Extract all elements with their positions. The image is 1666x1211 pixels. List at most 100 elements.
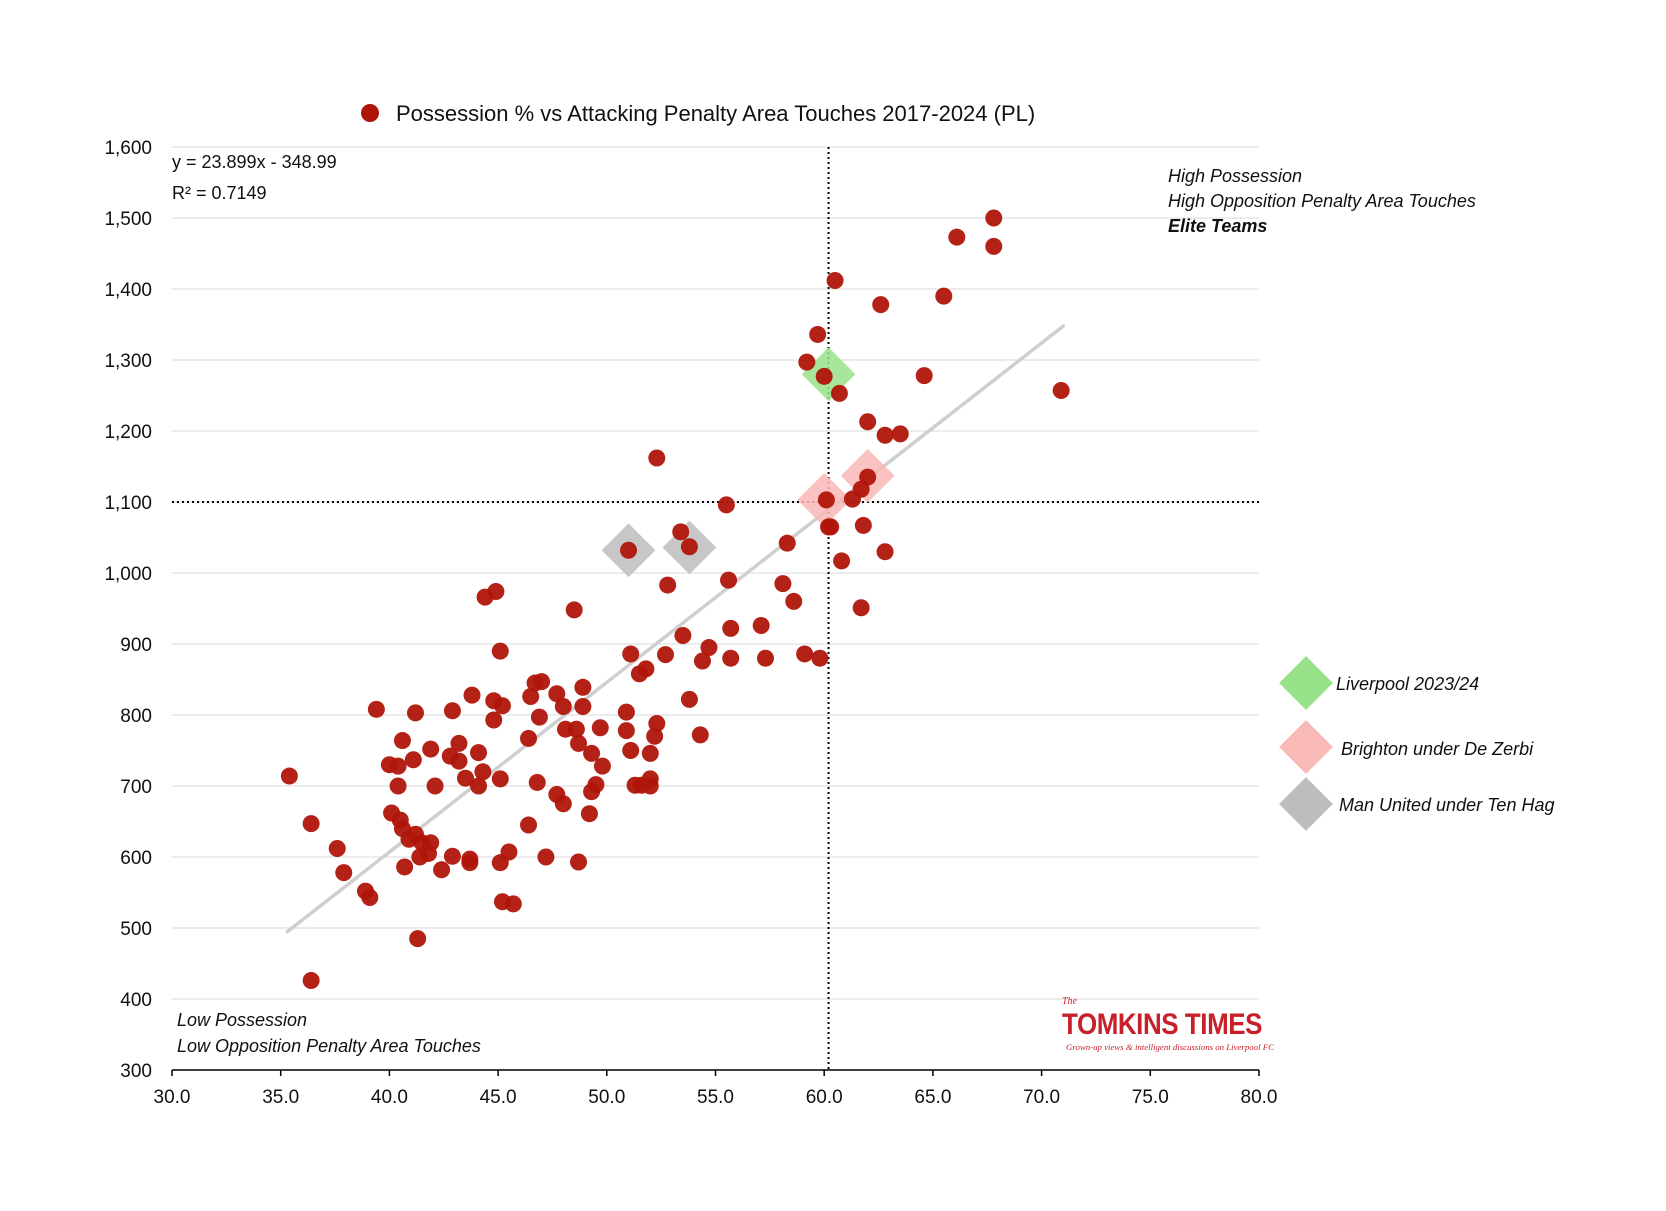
data-point bbox=[570, 734, 588, 752]
data-point bbox=[646, 727, 664, 745]
data-point bbox=[591, 719, 609, 737]
data-point bbox=[426, 777, 444, 795]
gridlines bbox=[172, 146, 1259, 1000]
data-point bbox=[935, 287, 953, 305]
quadrant-label-low-touches: Low Opposition Penalty Area Touches bbox=[177, 1036, 481, 1056]
data-point bbox=[411, 848, 429, 866]
data-point bbox=[522, 688, 540, 706]
data-point bbox=[393, 732, 411, 750]
data-point bbox=[302, 815, 320, 833]
data-point bbox=[367, 700, 385, 718]
data-point bbox=[570, 853, 588, 871]
x-tick-label: 30.0 bbox=[154, 1087, 191, 1108]
data-point bbox=[580, 805, 598, 823]
x-tick-label: 50.0 bbox=[588, 1087, 625, 1108]
x-axis-ticks: 30.0 35.0 40.0 45.0 50.0 55.0 60.0 65.0 70.0 75.0… bbox=[154, 1070, 1277, 1108]
data-point bbox=[530, 708, 548, 726]
legend-swatch-brighton bbox=[1279, 720, 1333, 774]
x-tick-label: 75.0 bbox=[1132, 1087, 1169, 1108]
data-point bbox=[648, 715, 666, 733]
data-point bbox=[389, 777, 407, 795]
data-point bbox=[891, 425, 909, 443]
data-point bbox=[593, 757, 611, 775]
data-point bbox=[948, 228, 966, 246]
x-tick-label: 70.0 bbox=[1023, 1087, 1060, 1108]
data-point bbox=[680, 538, 698, 556]
legend-swatch-liverpool bbox=[1279, 656, 1333, 710]
data-point bbox=[389, 757, 407, 775]
data-point bbox=[409, 930, 427, 948]
data-point bbox=[548, 685, 566, 703]
data-point bbox=[463, 686, 481, 704]
data-point bbox=[785, 592, 803, 610]
data-point bbox=[400, 830, 418, 848]
highlight-markers bbox=[601, 347, 895, 578]
legend-swatch-man-united bbox=[1279, 777, 1333, 831]
legend-label-liverpool: Liverpool 2023/24 bbox=[1336, 674, 1479, 694]
data-point bbox=[985, 237, 1003, 255]
data-point bbox=[659, 576, 677, 594]
y-tick-label: 400 bbox=[120, 990, 152, 1011]
data-point bbox=[433, 861, 451, 879]
data-point bbox=[537, 848, 555, 866]
data-point bbox=[574, 697, 592, 715]
data-point bbox=[1052, 382, 1070, 400]
x-tick-label: 35.0 bbox=[262, 1087, 299, 1108]
x-tick-label: 65.0 bbox=[914, 1087, 951, 1108]
data-point bbox=[622, 645, 640, 663]
y-tick-label: 500 bbox=[120, 919, 152, 940]
y-tick-label: 1,400 bbox=[104, 280, 152, 301]
data-point bbox=[361, 888, 379, 906]
quadrant-label-high-touches: High Opposition Penalty Area Touches bbox=[1168, 191, 1476, 211]
data-point bbox=[641, 777, 659, 795]
data-point bbox=[617, 703, 635, 721]
logo-the: The bbox=[1062, 996, 1078, 1007]
data-point bbox=[404, 751, 422, 769]
data-point bbox=[617, 722, 635, 740]
data-points bbox=[280, 209, 1070, 990]
data-point bbox=[915, 367, 933, 385]
x-tick-label: 40.0 bbox=[371, 1087, 408, 1108]
data-point bbox=[470, 777, 488, 795]
data-point bbox=[722, 619, 740, 637]
logo-name: TOMKINS TIMES bbox=[1062, 1008, 1262, 1041]
data-point bbox=[461, 854, 479, 872]
data-point bbox=[778, 534, 796, 552]
data-point bbox=[826, 271, 844, 289]
x-tick-label: 60.0 bbox=[806, 1087, 843, 1108]
data-point bbox=[630, 665, 648, 683]
data-point bbox=[752, 617, 770, 635]
y-tick-label: 900 bbox=[120, 635, 152, 656]
data-point bbox=[757, 649, 775, 667]
highlight-legend: Liverpool 2023/24 Brighton under De Zerb… bbox=[1279, 656, 1554, 831]
y-tick-label: 1,000 bbox=[104, 564, 152, 585]
data-point bbox=[817, 491, 835, 509]
data-point bbox=[626, 776, 644, 794]
data-point bbox=[620, 541, 638, 559]
y-tick-label: 1,600 bbox=[104, 138, 152, 159]
data-point bbox=[648, 449, 666, 467]
quadrant-label-high-possession: High Possession bbox=[1168, 166, 1302, 186]
data-point bbox=[328, 839, 346, 857]
y-tick-label: 1,200 bbox=[104, 422, 152, 443]
data-point bbox=[406, 704, 424, 722]
y-tick-label: 600 bbox=[120, 848, 152, 869]
y-axis-ticks: 300 400 500 600 700 800 900 1,000 1,100 1,200 1,30… bbox=[104, 138, 152, 1082]
data-point bbox=[528, 773, 546, 791]
legend-label-man-united: Man United under Ten Hag bbox=[1339, 795, 1554, 815]
y-tick-label: 300 bbox=[120, 1061, 152, 1082]
y-tick-label: 1,100 bbox=[104, 493, 152, 514]
data-point bbox=[830, 384, 848, 402]
data-point bbox=[491, 770, 509, 788]
data-point bbox=[691, 726, 709, 744]
data-point bbox=[474, 763, 492, 781]
x-tick-label: 45.0 bbox=[480, 1087, 517, 1108]
data-point bbox=[583, 744, 601, 762]
quadrant-label-elite-teams: Elite Teams bbox=[1168, 216, 1267, 236]
chart-title: Possession % vs Attacking Penalty Area T… bbox=[396, 101, 1035, 126]
data-point bbox=[302, 972, 320, 990]
data-point bbox=[485, 711, 503, 729]
data-point bbox=[470, 744, 488, 762]
data-point bbox=[822, 518, 840, 536]
